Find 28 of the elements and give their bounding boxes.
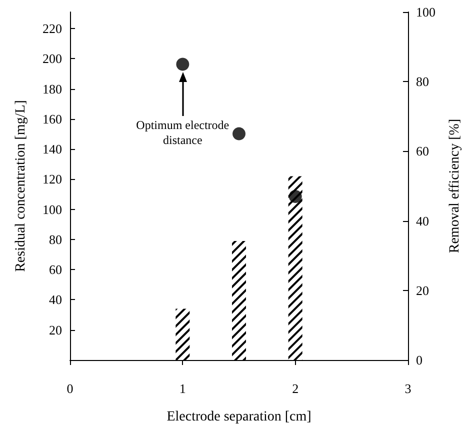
y-tick-label: 100: [42, 202, 62, 217]
y-tick-label: 160: [42, 111, 62, 126]
y2-tick-label: 80: [416, 74, 429, 90]
annotation: Optimum electrode distance: [135, 118, 230, 148]
y2-axis-title: Removal efficiency [%]: [448, 118, 462, 254]
y-tick-label: 140: [42, 142, 62, 157]
x-axis-title: Electrode separation [cm]: [166, 410, 312, 424]
point: [232, 127, 246, 140]
point: [288, 190, 302, 203]
y-tick-label: 80: [49, 232, 62, 247]
x-tick-label: 0: [66, 381, 74, 396]
y-axis-title: Residual concentration [mg/L]: [14, 100, 28, 272]
x-tick-label: 3: [404, 381, 412, 396]
point: [176, 58, 190, 71]
y-tick-label: 180: [42, 81, 62, 96]
y2-tick-label: 60: [416, 144, 429, 159]
y-tick-label: 40: [49, 292, 62, 308]
y2-tick-label: 20: [416, 282, 429, 298]
y-tick-label: 200: [42, 51, 62, 66]
y2-tick-label: 40: [416, 213, 429, 228]
x-tick-label: 2: [292, 381, 299, 396]
x-tick-label: 1: [179, 381, 186, 396]
y2-tick-label: 0: [416, 352, 422, 368]
y2-tick-label: 100: [416, 4, 436, 20]
y-tick-label: 20: [49, 322, 62, 338]
y-tick-label: 220: [42, 21, 62, 36]
y-tick-label: 60: [49, 262, 62, 278]
y-tick-label: 120: [42, 172, 62, 187]
